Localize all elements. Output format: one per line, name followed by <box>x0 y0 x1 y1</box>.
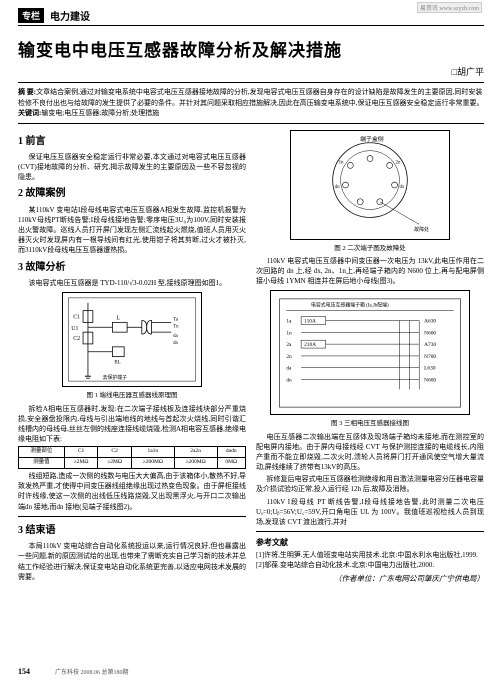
svg-text:2n: 2n <box>286 354 292 360</box>
table-cell: 0MΩ <box>217 458 245 469</box>
svg-text:N600: N600 <box>424 378 436 384</box>
svg-text:N700: N700 <box>424 354 436 360</box>
svg-text:2a: 2a <box>286 342 292 348</box>
watermark: 易资讯 www.szyzb.com <box>417 2 482 13</box>
svg-text:da: da <box>173 334 178 339</box>
table-cell: ≥2MΩ <box>64 458 98 469</box>
references: 参考文献 [1]许将,生明笋.无人值班变电站实用技术.北京:中国水利水电出版社,… <box>256 537 484 585</box>
svg-text:N600: N600 <box>424 331 436 337</box>
table-row: 测量值 ≥2MΩ ≥2MΩ ≥200MΩ ≥200MΩ 0MΩ <box>19 458 246 469</box>
svg-text:2n: 2n <box>396 160 401 165</box>
header-badge: 专栏 <box>18 8 44 23</box>
svg-text:BL: BL <box>114 361 120 366</box>
svg-text:A630: A630 <box>424 319 436 325</box>
svg-text:110A: 110A <box>304 319 316 325</box>
article-title: 输变电中电压互感器故障分析及解决措施 <box>18 36 484 61</box>
footer-info: 广东科技 2008.06 总第180期 <box>55 667 129 676</box>
author-unit: （作者单位：广东电网公司肇庆广宁供电局） <box>256 574 484 585</box>
svg-text:dn: dn <box>173 341 178 346</box>
right-column: 端子盒侧 1n 2n dn dx 故障处 图 2 二次端子图及故障处 110kV… <box>256 130 484 585</box>
svg-text:故障处: 故障处 <box>414 226 429 233</box>
svg-text:1n: 1n <box>286 331 292 337</box>
measurement-table: 测量部位 C1 C2 1a1n 2a2n dadn 测量值 ≥2MΩ ≥2MΩ … <box>18 446 246 469</box>
figure-3: 电容式电压互感器端子箱 (Ia,Jb配端) 1a110AA630 1nN600 … <box>270 290 470 415</box>
references-title: 参考文献 <box>256 537 484 549</box>
figure-2-caption: 图 2 二次端子图及故障处 <box>256 244 484 253</box>
figure-1: C1 C2 U1 L Ta Tn da dn <box>62 292 202 387</box>
svg-text:Tn: Tn <box>173 325 179 330</box>
table-cell: 1a1n <box>131 447 174 458</box>
para: 保证电压互感器安全稳定运行非常必要,本文通过对电容式电压互感器(CVT)接地故障… <box>18 152 246 182</box>
page: 易资讯 www.szyzb.com 专栏 电力建设 输变电中电压互感器故障分析及… <box>0 0 502 682</box>
abstract: 摘 要:文章结合案例,通过对输变电系统中电容式电压互感器接地故障的分析,发现电容… <box>18 82 484 124</box>
reference-item: [1]许将,生明笋.无人值班变电站实用技术.北京:中国水利水电出版社,1999. <box>256 551 484 560</box>
svg-text:U1: U1 <box>71 326 78 332</box>
svg-text:Ta: Ta <box>173 318 179 323</box>
abstract-text: 文章结合案例,通过对输变电系统中电容式电压互感器接地故障的分析,发现电容式电压互… <box>18 88 484 107</box>
header-bar: 专栏 电力建设 <box>18 8 484 26</box>
figure-1-caption: 图 1 端线电压器互感器线原理图 <box>18 391 246 400</box>
keywords-label: 关键词: <box>18 109 41 117</box>
svg-text:L: L <box>116 316 120 322</box>
wiring-diagram-icon: 电容式电压互感器端子箱 (Ia,Jb配端) 1a110AA630 1nN600 … <box>271 291 469 414</box>
para: 110kV 电容式电压互感器中间变压器一次电压为 13kV,此电压作用在二次回路… <box>256 256 484 286</box>
para: 拆检A相电压互感器时,发现:在二次端子接线板及连接线块部分严重烧损,安全器盘投限… <box>18 404 246 445</box>
divider <box>256 531 484 534</box>
figure-2: 端子盒侧 1n 2n dn dx 故障处 <box>290 130 450 240</box>
section-3-title: 3 故障分析 <box>18 261 246 276</box>
table-cell: ≥2MΩ <box>98 458 132 469</box>
svg-text:dn: dn <box>286 378 292 384</box>
svg-text:L630: L630 <box>424 366 436 372</box>
header-category: 电力建设 <box>50 8 90 23</box>
table-cell: C2 <box>98 447 132 458</box>
figure-3-caption: 图 3 三相电压互感器接线图 <box>256 419 484 428</box>
para: 本局110kV 变电站综合自动化系统投运以来,运行情况良好,但也暴露出一些问题,… <box>18 541 246 582</box>
svg-text:da: da <box>286 366 292 372</box>
terminal-diagram-icon: 端子盒侧 1n 2n dn dx 故障处 <box>291 131 449 239</box>
page-number: 154 <box>18 667 30 676</box>
keywords-text: 输变电;电压互感器;故障分析;处理措施 <box>41 109 159 117</box>
svg-text:dx: dx <box>399 184 404 189</box>
divider <box>18 516 246 519</box>
section-2-title: 2 故障案例 <box>18 187 246 202</box>
svg-text:A730: A730 <box>424 342 436 348</box>
left-column: 1 前言 保证电压互感器安全稳定运行非常必要,本文通过对电容式电压互感器(CVT… <box>18 130 246 585</box>
para: 110kV I段母线 PT 断线告警,I段母线接地告警,此时测量二次电压 Uₐ=… <box>256 497 484 527</box>
svg-text:端子盒侧: 端子盒侧 <box>360 134 384 142</box>
svg-text:dn: dn <box>335 184 340 189</box>
table-cell: dadn <box>217 447 245 458</box>
abstract-label: 摘 要: <box>18 88 36 96</box>
table-cell: C1 <box>64 447 98 458</box>
svg-text:1a: 1a <box>286 319 292 325</box>
columns: 1 前言 保证电压互感器安全稳定运行非常必要,本文通过对电容式电压互感器(CVT… <box>18 130 484 585</box>
svg-text:1n: 1n <box>339 160 344 165</box>
table-cell: 2a2n <box>174 447 217 458</box>
para: 该电容式电压互感器是 TYD-110/√3-0.02H 型,接线原理图如图1。 <box>18 278 246 288</box>
para: 某110kV 变电站I段母线电容式电压互感器A相发生故障,监控机报警为110kV… <box>18 205 246 256</box>
reference-item: [2]邬葆.变电站综合自动化技术.北京:中国电力出版社,2000. <box>256 561 484 570</box>
circuit-diagram-icon: C1 C2 U1 L Ta Tn da dn <box>63 293 201 386</box>
para: 拆修复后电容式电压互感器检测绝缘和用自激法测量电容分压器电容量及介损试验均正常,… <box>256 474 484 494</box>
table-cell: ≥200MΩ <box>174 458 217 469</box>
svg-text:C2: C2 <box>73 336 80 342</box>
svg-text:C1: C1 <box>73 315 80 321</box>
svg-text:电容式电压互感器端子箱 (Ia,Jb配端): 电容式电压互感器端子箱 (Ia,Jb配端) <box>311 302 389 309</box>
table-cell: 测量部位 <box>19 447 65 458</box>
table-cell: 测量值 <box>19 458 65 469</box>
section-4-title: 3 结束语 <box>18 524 246 539</box>
table-cell: ≥200MΩ <box>131 458 174 469</box>
section-1-title: 1 前言 <box>18 135 246 150</box>
para: 电压互感器二次输出端在互感体及现场端子箱均未接地,而在测控室的配电屏内接地。由于… <box>256 432 484 473</box>
para: 线组短路,造成一次侧的线数与电压大大偏高,由于该箱体小,散热不好,导致发热严重,… <box>18 471 246 512</box>
table-row: 测量部位 C1 C2 1a1n 2a2n dadn <box>19 447 246 458</box>
svg-text:210A: 210A <box>304 342 316 348</box>
author: □胡广平 <box>18 65 484 78</box>
svg-text:去保护端子: 去保护端子 <box>103 374 127 381</box>
